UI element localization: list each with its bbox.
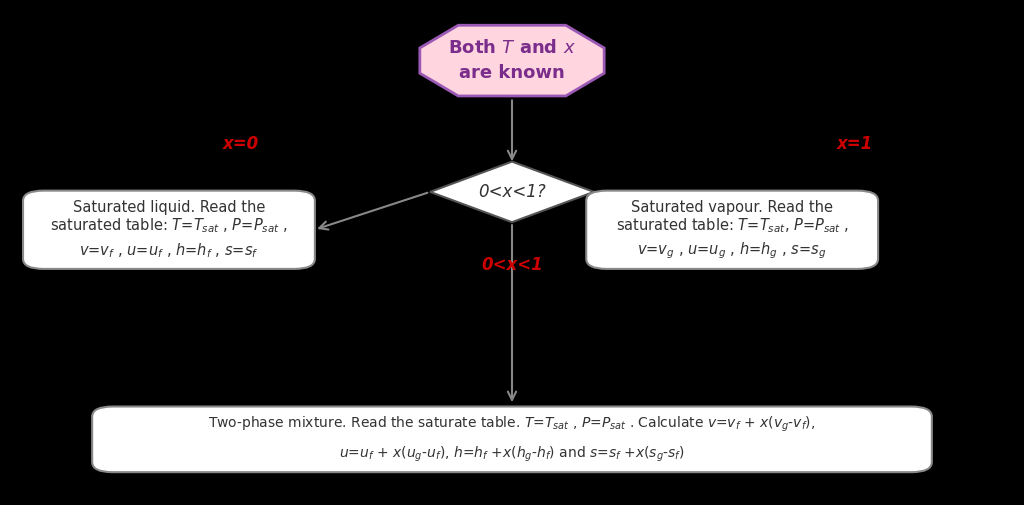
- Text: $u$=$u_f$ + $x$($u_g$-$u_f$), $h$=$h_f$ +$x$($h_g$-$h_f$) and $s$=$s_f$ +$x$($s_: $u$=$u_f$ + $x$($u_g$-$u_f$), $h$=$h_f$ …: [339, 445, 685, 464]
- Text: saturated table: $T$=$T_{sat}$, $P$=$P_{sat}$ ,: saturated table: $T$=$T_{sat}$, $P$=$P_{…: [615, 216, 849, 235]
- Text: Saturated liquid. Read the: Saturated liquid. Read the: [73, 199, 265, 215]
- Text: $v$=$v_f$ , $u$=$u_f$ , $h$=$h_f$ , $s$=$s_f$: $v$=$v_f$ , $u$=$u_f$ , $h$=$h_f$ , $s$=…: [79, 241, 259, 261]
- Text: Saturated vapour. Read the: Saturated vapour. Read the: [631, 199, 834, 215]
- Text: Two-phase mixture. Read the saturate table. $T$=$T_{sat}$ , $P$=$P_{sat}$ . Calc: Two-phase mixture. Read the saturate tab…: [208, 415, 816, 434]
- Text: x=1: x=1: [837, 135, 873, 153]
- Text: Both $T$ and $x$: Both $T$ and $x$: [449, 39, 575, 57]
- Text: 0<x<1?: 0<x<1?: [478, 183, 546, 201]
- Polygon shape: [430, 162, 594, 222]
- Text: are known: are known: [459, 64, 565, 82]
- Text: $v$=$v_g$ , $u$=$u_g$ , $h$=$h_g$ , $s$=$s_g$: $v$=$v_g$ , $u$=$u_g$ , $h$=$h_g$ , $s$=…: [638, 241, 826, 261]
- Text: x=0: x=0: [222, 135, 259, 153]
- Text: saturated table: $T$=$T_{sat}$ , $P$=$P_{sat}$ ,: saturated table: $T$=$T_{sat}$ , $P$=$P_…: [50, 216, 288, 235]
- Text: 0<x<1: 0<x<1: [481, 256, 543, 274]
- FancyBboxPatch shape: [92, 407, 932, 472]
- FancyBboxPatch shape: [586, 190, 878, 269]
- FancyBboxPatch shape: [24, 190, 315, 269]
- Polygon shape: [420, 25, 604, 96]
